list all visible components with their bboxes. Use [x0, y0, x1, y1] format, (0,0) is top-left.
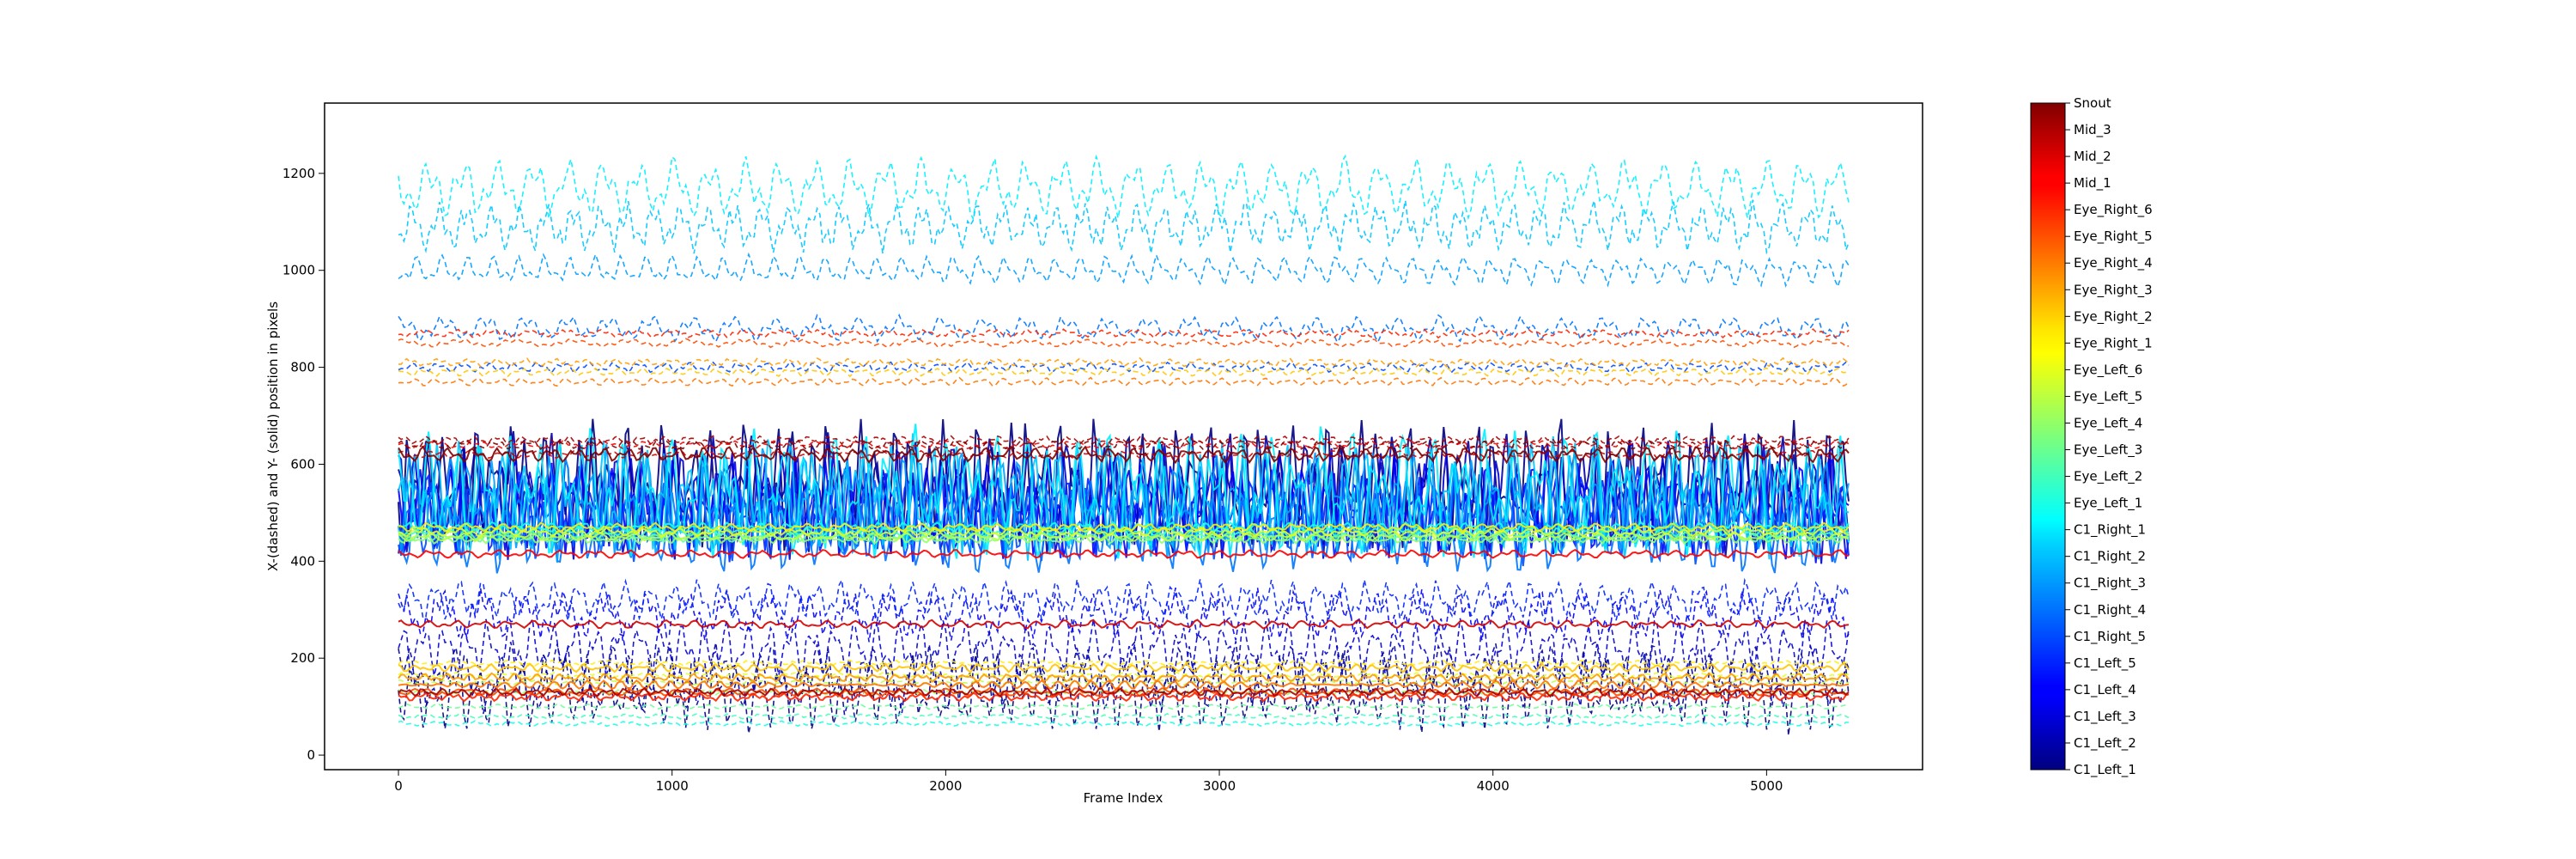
colorbar-label: Eye_Left_6 — [2074, 362, 2142, 378]
series-y-eye-right-1 — [398, 521, 1850, 533]
colorbar-label: C1_Right_1 — [2074, 522, 2146, 539]
series-x-mid-2 — [398, 449, 1850, 460]
x-tick-label: 5000 — [1750, 778, 1783, 794]
x-tick-label: 4000 — [1477, 778, 1510, 794]
series-y-mid-1 — [398, 548, 1849, 559]
series-y-eye-left-5 — [398, 531, 1850, 543]
colorbar-label: C1_Left_4 — [2074, 682, 2136, 698]
colorbar-label: Eye_Left_3 — [2074, 442, 2142, 459]
x-tick-label: 3000 — [1203, 778, 1236, 794]
series-x-eye-left-2 — [398, 712, 1850, 720]
colorbar-label: C1_Left_3 — [2074, 709, 2136, 725]
series-x-eye-right-4 — [398, 376, 1850, 387]
colorbar-label: C1_Right_4 — [2074, 602, 2146, 618]
series-y-eye-right-4 — [398, 679, 1850, 691]
x-axis-title: Frame Index — [1084, 790, 1163, 806]
series-x-eye-right-3 — [398, 356, 1850, 368]
series-y-eye-right-2 — [398, 662, 1850, 674]
y-tick-label: 200 — [290, 650, 315, 666]
series-y-c1-right-2 — [398, 433, 1850, 561]
colorbar-label: Snout — [2074, 95, 2111, 111]
colorbar-label: Eye_Right_4 — [2074, 255, 2153, 271]
colorbar-label: Eye_Left_1 — [2074, 496, 2142, 512]
series-x-c1-left-5 — [398, 577, 1850, 624]
series-x-eye-right-6 — [398, 328, 1850, 339]
series-x-c1-right-4 — [398, 314, 1850, 344]
series-x-c1-right-1 — [398, 154, 1850, 221]
series-x-eye-right-1 — [398, 659, 1850, 667]
series-x-eye-left-1 — [398, 720, 1850, 728]
series-y-mid-2 — [398, 618, 1850, 630]
series-x-eye-left-3 — [398, 703, 1849, 710]
x-tick-label: 1000 — [656, 778, 689, 794]
colorbar — [2030, 102, 2066, 771]
series-x-c1-left-3 — [398, 617, 1850, 682]
y-tick-label: 400 — [290, 553, 315, 569]
series-y-mid-3 — [398, 686, 1850, 698]
colorbar-label: Mid_3 — [2074, 122, 2111, 138]
series-y-eye-left-4 — [398, 533, 1850, 545]
y-tick-label: 800 — [290, 360, 315, 375]
y-tick-label: 0 — [307, 747, 315, 763]
colorbar-ticks: C1_Left_1 C1_Left_2 C1_Left_3 C1_Left_4 C1_L… — [2065, 95, 2153, 778]
colorbar-label: Eye_Right_2 — [2074, 308, 2153, 325]
y-axis-title: X-(dashed) and Y- (solid) position in pi… — [265, 302, 281, 571]
x-tick-label: 0 — [394, 778, 403, 794]
x-tick-label: 2000 — [929, 778, 962, 794]
colorbar-label: C1_Right_5 — [2074, 629, 2146, 645]
series-x-c1-right-5 — [398, 361, 1850, 375]
series-x-c1-right-2 — [398, 199, 1850, 255]
series-y-eye-left-6 — [398, 527, 1850, 538]
colorbar-label: Eye_Left_4 — [2074, 415, 2142, 431]
series-lines — [398, 154, 1850, 736]
series-x-c1-right-3 — [398, 252, 1850, 289]
y-tick-label: 1200 — [283, 166, 315, 181]
series-x-mid-3 — [398, 435, 1850, 446]
colorbar-label: Eye_Right_3 — [2074, 282, 2153, 298]
series-x-eye-right-2 — [398, 367, 1850, 378]
colorbar-label: C1_Left_5 — [2074, 655, 2136, 672]
colorbar-label: Eye_Right_1 — [2074, 335, 2153, 351]
y-tick-label: 600 — [290, 456, 315, 472]
colorbar-label: Eye_Left_2 — [2074, 469, 2142, 485]
colorbar-label: Eye_Right_5 — [2074, 228, 2153, 245]
colorbar-label: C1_Left_1 — [2074, 762, 2136, 778]
series-x-snout — [398, 439, 1850, 451]
colorbar-label: C1_Right_2 — [2074, 549, 2146, 565]
plot-area — [324, 102, 1923, 771]
series-x-eye-left-6 — [398, 671, 1850, 679]
colorbar-label: Eye_Left_5 — [2074, 388, 2142, 405]
axes: 0 1000 2000 3000 4000 5000 0 200 400 600 800 1000 12… — [283, 166, 1783, 794]
colorbar-label: C1_Left_2 — [2074, 735, 2136, 752]
colorbar-label: Mid_2 — [2074, 149, 2111, 165]
colorbar-label: Mid_1 — [2074, 175, 2111, 192]
colorbar-label: C1_Right_3 — [2074, 576, 2146, 592]
y-tick-label: 1000 — [283, 263, 315, 278]
series-y-eye-right-3 — [398, 672, 1850, 683]
series-y-snout — [398, 445, 1850, 465]
series-x-eye-right-5 — [398, 338, 1850, 349]
series-x-c1-left-2 — [398, 640, 1850, 716]
colorbar-label: Eye_Right_6 — [2074, 202, 2153, 218]
